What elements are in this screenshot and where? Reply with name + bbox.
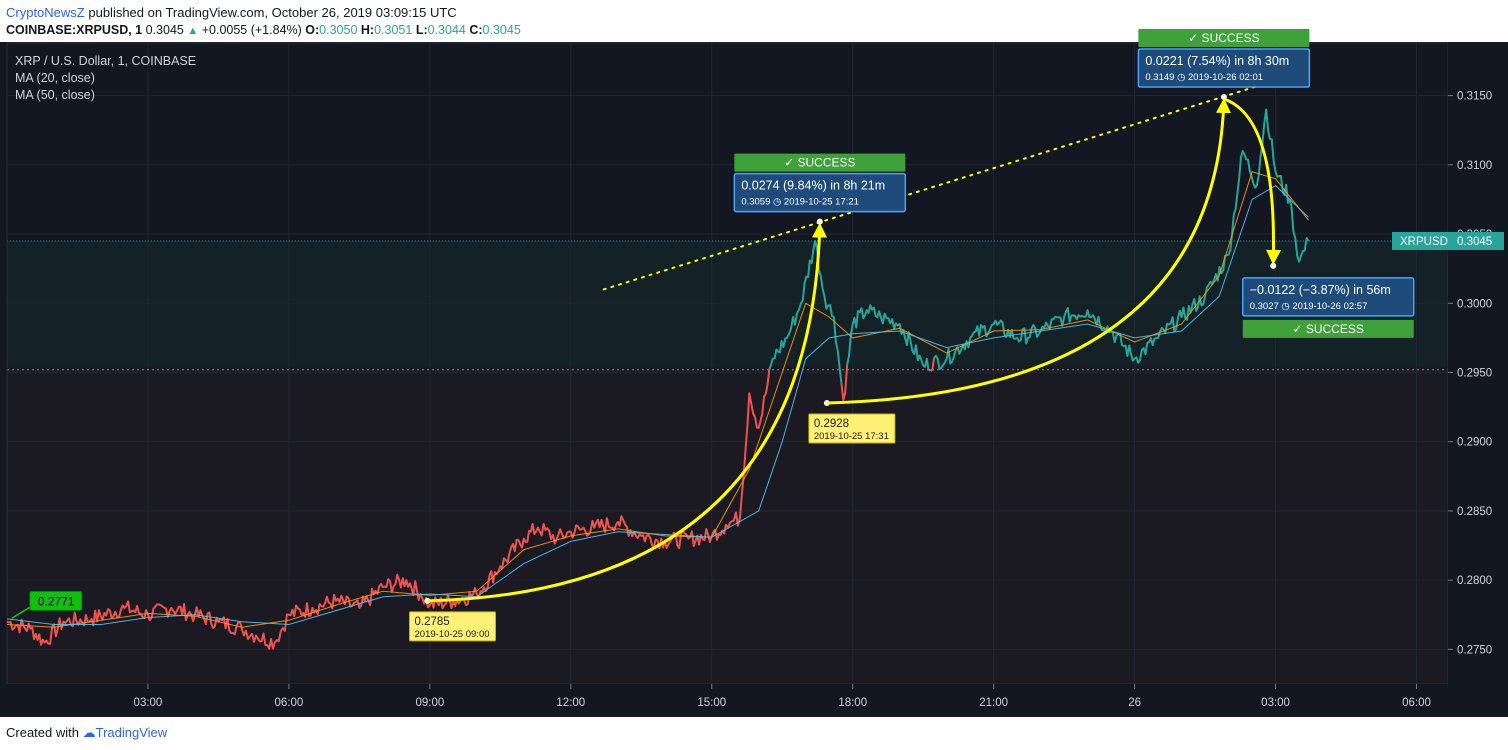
high-label: H: xyxy=(360,23,375,37)
measure-info-box xyxy=(1241,277,1415,317)
measure-end-dot xyxy=(1270,262,1277,269)
measure-headline: 0.0274 (9.84%) in 8h 21m xyxy=(741,179,885,193)
current-price-tag[interactable] xyxy=(1392,231,1504,250)
pivot-label-box[interactable] xyxy=(409,611,497,642)
legend-title: XRP / U.S. Dollar, 1, COINBASE xyxy=(15,54,196,68)
start-marker-text: 0.2771 xyxy=(38,594,75,608)
y-tick-label: 0.2800 xyxy=(1457,575,1492,587)
publish-line: CryptoNewsZ published on TradingView.com… xyxy=(6,5,457,20)
measure-info[interactable]: −0.0122 (−3.87%) in 56m 0.3027 ◷ 2019-10-… xyxy=(1241,277,1415,338)
x-tick-label: 03:00 xyxy=(134,697,163,709)
legend-ma20[interactable]: MA (20, close) xyxy=(15,71,95,85)
success-badge-text: ✓ SUCCESS xyxy=(1188,31,1259,45)
low-label: L: xyxy=(415,23,428,37)
measure-end-dot xyxy=(816,218,823,225)
measure-arrow[interactable] xyxy=(427,222,827,603)
measure-info-box xyxy=(733,172,907,213)
pivot-label-box[interactable] xyxy=(808,413,896,444)
up-arrow-icon: ▲ xyxy=(187,25,199,37)
open-label: O: xyxy=(305,23,320,37)
measure-arrow[interactable] xyxy=(826,97,1231,405)
measure-info[interactable]: 0.0221 (7.54%) in 8h 30m 0.3149 ◷ 2019-10… xyxy=(1137,28,1311,88)
price-line-segment xyxy=(933,108,1310,370)
x-tick-label: 21:00 xyxy=(979,697,1008,709)
symbol-label: COINBASE:XRPUSD, 1 xyxy=(6,23,143,37)
price-line-segment xyxy=(6,369,771,650)
pivot-label-price: 0.2928 xyxy=(814,418,849,430)
start-marker-box[interactable] xyxy=(29,590,83,611)
x-tick-label: 06:00 xyxy=(275,697,304,709)
start-marker-pointer xyxy=(11,606,31,619)
trend-line[interactable] xyxy=(602,77,1282,291)
x-tick-label: 18:00 xyxy=(838,697,867,709)
chart-legend: XRP / U.S. Dollar, 1, COINBASE MA (20, c… xyxy=(15,54,196,102)
footer-text: Created with ☁TradingView xyxy=(6,725,167,741)
price-line-segment xyxy=(928,368,931,372)
series-layer xyxy=(6,108,1310,650)
measure-arrow[interactable] xyxy=(1223,97,1282,265)
legend-ma50[interactable]: MA (50, close) xyxy=(15,88,95,102)
pivot-label-date: 2019-10-25 17:31 xyxy=(814,431,889,442)
price-line-segment xyxy=(846,304,930,371)
x-tick-label: 06:00 xyxy=(1402,697,1431,709)
success-badge xyxy=(1138,28,1310,47)
y-tick-label: 0.2750 xyxy=(1457,644,1492,656)
open-value: 0.3050 xyxy=(319,23,358,37)
measure-info[interactable]: 0.0274 (9.84%) in 8h 21m 0.3059 ◷ 2019-10… xyxy=(733,153,907,213)
price-line-segment xyxy=(931,358,935,372)
success-badge-text: ✓ SUCCESS xyxy=(1293,322,1364,336)
close-label: C: xyxy=(469,23,483,37)
measure-detail: 0.3059 ◷ 2019-10-25 17:21 xyxy=(741,197,859,208)
price-line-segment xyxy=(840,364,849,402)
pivot-label-price: 0.2785 xyxy=(415,616,450,628)
current-price-tag-value: 0.3045 xyxy=(1457,236,1492,248)
price-change: +0.0055 (+1.84%) xyxy=(201,23,302,37)
ma50-line xyxy=(6,184,1309,626)
pivot-label-date: 2019-10-25 09:00 xyxy=(415,629,490,640)
x-tick-label: 15:00 xyxy=(697,697,726,709)
success-badge xyxy=(1242,319,1414,338)
pre-close-zone xyxy=(7,366,1448,684)
publish-header: CryptoNewsZ published on TradingView.com… xyxy=(0,0,1508,42)
published-text: published on TradingView.com, October 26… xyxy=(84,5,457,20)
price-axis[interactable] xyxy=(1448,43,1508,684)
created-with-label: Created with xyxy=(6,725,79,740)
grid-lines xyxy=(7,43,1448,684)
close-value: 0.3045 xyxy=(482,23,521,37)
x-tick-label: 26 xyxy=(1128,697,1141,709)
y-tick-label: 0.3150 xyxy=(1457,91,1492,103)
tradingview-link[interactable]: TradingView xyxy=(95,725,168,740)
x-tick-label: 12:00 xyxy=(556,697,585,709)
y-tick-label: 0.2900 xyxy=(1457,437,1492,449)
y-tick-label: 0.3000 xyxy=(1457,298,1492,310)
low-value: 0.3044 xyxy=(427,23,466,37)
x-tick-label: 09:00 xyxy=(415,697,444,709)
y-tick-label: 0.2850 xyxy=(1457,506,1492,518)
axis-layer: 0.2750 0.2800 0.2850 0.2900 0.2950 0.3000 0.30… xyxy=(7,43,1508,717)
symbol-ohlc-line: COINBASE:XRPUSD, 1 0.3045 ▲ +0.0055 (+1.… xyxy=(6,23,521,37)
time-axis[interactable] xyxy=(7,684,1448,717)
y-tick-label: 0.2950 xyxy=(1457,367,1492,379)
success-badge-text: ✓ SUCCESS xyxy=(784,156,855,170)
last-price: 0.3045 xyxy=(145,23,184,37)
measure-headline: 0.0221 (7.54%) in 8h 30m xyxy=(1145,54,1289,68)
x-tick-label: 03:00 xyxy=(1261,697,1290,709)
footer: Created with ☁TradingView xyxy=(0,717,1508,750)
y-tick-label: 0.3100 xyxy=(1457,160,1492,172)
success-badge xyxy=(734,153,906,172)
measure-detail: 0.3149 ◷ 2019-10-26 02:01 xyxy=(1145,72,1263,83)
measure-headline: −0.0122 (−3.87%) in 56m xyxy=(1250,283,1391,297)
tradingview-logo-icon: ☁ xyxy=(82,725,96,740)
measure-info-box xyxy=(1137,48,1311,88)
price-line-segment xyxy=(768,240,843,383)
measure-detail: 0.3027 ◷ 2019-10-26 02:57 xyxy=(1250,301,1368,312)
publisher-link[interactable]: CryptoNewsZ xyxy=(6,5,85,20)
current-price-tag-name: XRPUSD xyxy=(1400,236,1448,248)
ma20-line xyxy=(6,171,1309,628)
high-value: 0.3051 xyxy=(374,23,413,37)
